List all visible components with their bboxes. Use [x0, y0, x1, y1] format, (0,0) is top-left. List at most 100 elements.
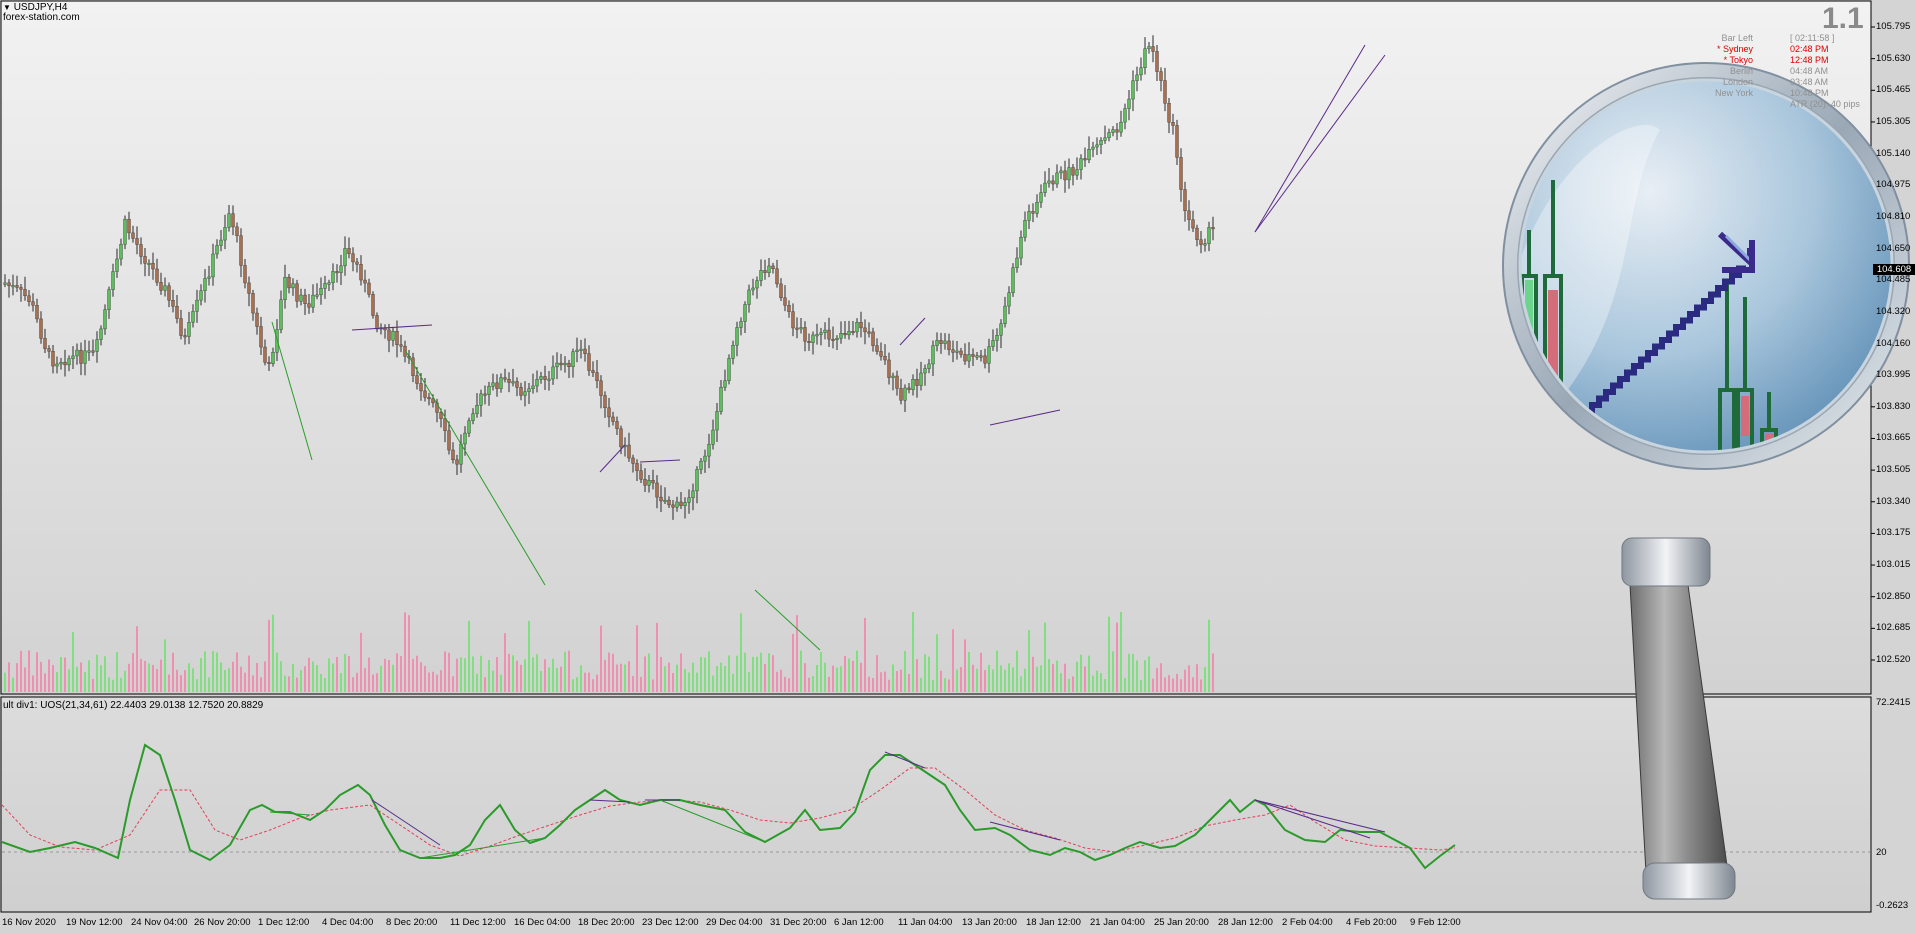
candle-body [423, 390, 427, 398]
candle-body [339, 265, 343, 273]
candlesticks [3, 35, 1215, 520]
candle-body [299, 294, 303, 302]
candle-body [307, 303, 311, 308]
candle-body [695, 469, 699, 492]
candle-body [1039, 192, 1043, 203]
time-axis-label: 18 Dec 20:00 [578, 917, 635, 928]
candle-body [939, 340, 943, 344]
candle-body [263, 346, 267, 363]
candle-body [111, 271, 115, 290]
candle-body [267, 362, 271, 365]
candle-body [1011, 267, 1015, 293]
candle-body [471, 413, 475, 421]
candle-body [1103, 137, 1107, 141]
candle-body [879, 351, 883, 357]
lens-zoomed-candles [1520, 125, 1778, 452]
candle-body [899, 388, 903, 401]
candle-body [631, 457, 635, 464]
candle-body [839, 333, 843, 339]
candle-body [779, 283, 783, 299]
session-name: * Sydney [1716, 44, 1753, 54]
divergence-line [989, 409, 1061, 426]
candle-body [55, 363, 59, 367]
candle-body [847, 331, 851, 336]
candle-body [1155, 51, 1159, 72]
divergence-line [899, 317, 926, 346]
candle-body [99, 328, 103, 340]
candle-body [447, 430, 451, 451]
candle-body [303, 294, 307, 304]
candle-body [819, 332, 823, 335]
candle-body [1071, 167, 1075, 176]
candle-body [107, 289, 111, 310]
candle-body [479, 393, 483, 406]
candle-body [343, 248, 347, 267]
candle-body [335, 271, 339, 274]
candle-body [1019, 236, 1023, 259]
osc-axis-level: 20 [1876, 847, 1887, 858]
candle-body [1083, 158, 1087, 161]
time-axis-label: 26 Nov 20:00 [194, 917, 251, 928]
candle-body [1043, 182, 1047, 193]
candle-body [75, 349, 79, 357]
candle-body [995, 335, 999, 341]
candle-body [851, 331, 855, 334]
time-axis-label: 18 Jan 12:00 [1026, 917, 1081, 928]
candle-body [731, 344, 735, 359]
osc-axis-top: 72.2415 [1876, 697, 1911, 708]
time-axis-label: 31 Dec 20:00 [770, 917, 827, 928]
candle-body [551, 366, 555, 380]
candle-body [1119, 121, 1123, 133]
time-axis-label: 23 Dec 12:00 [642, 917, 699, 928]
candle-body [35, 305, 39, 320]
candle-body [327, 282, 331, 285]
signal-line [1, 767, 1456, 857]
candle-body [39, 318, 43, 339]
candle-body [971, 354, 975, 357]
candle-body [783, 297, 787, 306]
candle-body [355, 261, 359, 265]
candle-body [763, 270, 767, 273]
divergence-line [754, 589, 821, 651]
candle-body [983, 355, 987, 364]
candle-body [683, 502, 687, 506]
candle-body [223, 227, 227, 241]
time-axis-label: 13 Jan 20:00 [962, 917, 1017, 928]
time-axis-label: 21 Jan 04:00 [1090, 917, 1145, 928]
candle-body [475, 405, 479, 414]
divergence-line [351, 324, 433, 331]
candle-body [883, 356, 887, 361]
candle-body [375, 315, 379, 330]
candle-body [351, 253, 355, 263]
symbol-title[interactable]: ▼ USDJPY,H4 [3, 2, 67, 13]
candle-body [1091, 146, 1095, 150]
time-axis-label: 19 Nov 12:00 [66, 917, 123, 928]
candle-body [815, 334, 819, 337]
candle-body [707, 444, 711, 457]
candle-body [759, 270, 763, 281]
candle-body [1175, 125, 1179, 158]
osc-divergence-line [989, 821, 1061, 841]
candle-body [1055, 172, 1059, 185]
candle-body [403, 345, 407, 357]
candle-body [515, 381, 519, 388]
time-axis-label: 16 Dec 04:00 [514, 917, 571, 928]
candle-body [1127, 98, 1131, 109]
oscillator-lines [1, 743, 1870, 870]
candle-body [115, 258, 119, 272]
candle-body [227, 213, 231, 228]
session-name: London [1722, 77, 1753, 87]
candle-body [1027, 211, 1031, 221]
price-axis-label: 102.520 [1876, 654, 1911, 665]
candle-body [863, 327, 867, 333]
candle-body [799, 327, 803, 330]
candle-body [751, 287, 755, 291]
candle-body [603, 395, 607, 409]
candle-body [595, 372, 599, 382]
triangle-down-icon[interactable]: ▼ [3, 3, 11, 12]
candle-body [243, 265, 247, 284]
time-axis-label: 2 Feb 04:00 [1282, 917, 1333, 928]
candle-body [1023, 220, 1027, 238]
